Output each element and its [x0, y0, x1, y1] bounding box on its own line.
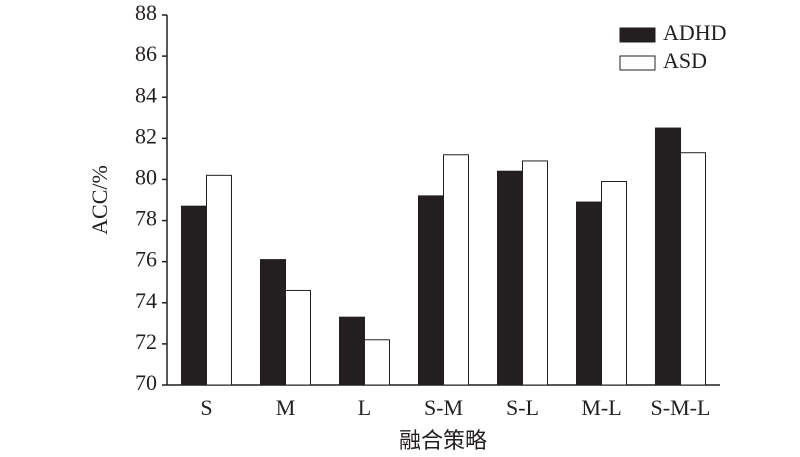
bar: [339, 316, 365, 386]
bar: [680, 152, 706, 386]
bar: [443, 154, 469, 386]
x-tick-label: M-L: [581, 395, 621, 420]
y-tick-label: 86: [135, 41, 157, 66]
y-tick-label: 84: [135, 82, 157, 107]
bar: [601, 181, 627, 386]
y-tick-label: 80: [135, 164, 157, 189]
x-tick-label: S-M-L: [651, 395, 711, 420]
bar: [655, 127, 681, 386]
y-tick-label: 76: [135, 247, 157, 272]
y-tick-label: 70: [135, 370, 157, 395]
bar: [497, 170, 523, 386]
x-tick-label: S-L: [506, 395, 539, 420]
y-tick-label: 82: [135, 123, 157, 148]
bar: [522, 160, 548, 386]
y-tick-label: 72: [135, 329, 157, 354]
x-tick-label: S: [200, 395, 212, 420]
y-axis-title: ACC/%: [87, 165, 112, 235]
bar: [418, 195, 444, 386]
y-tick-label: 78: [135, 206, 157, 231]
x-tick-label: M: [276, 395, 296, 420]
y-tick-label: 74: [135, 288, 157, 313]
bar: [364, 339, 390, 386]
x-axis-title: 融合策略: [399, 428, 487, 453]
legend-swatch: [619, 55, 656, 71]
bar: [206, 174, 232, 386]
x-tick-label: S-M: [424, 395, 463, 420]
legend-label: ASD: [663, 48, 707, 73]
bar: [576, 201, 602, 386]
legend-label: ADHD: [663, 20, 727, 45]
y-tick-label: 88: [135, 0, 157, 25]
legend-swatch: [619, 27, 656, 43]
bar: [260, 259, 286, 386]
x-tick-label: L: [358, 395, 371, 420]
bar: [285, 289, 311, 386]
bar: [181, 205, 207, 386]
